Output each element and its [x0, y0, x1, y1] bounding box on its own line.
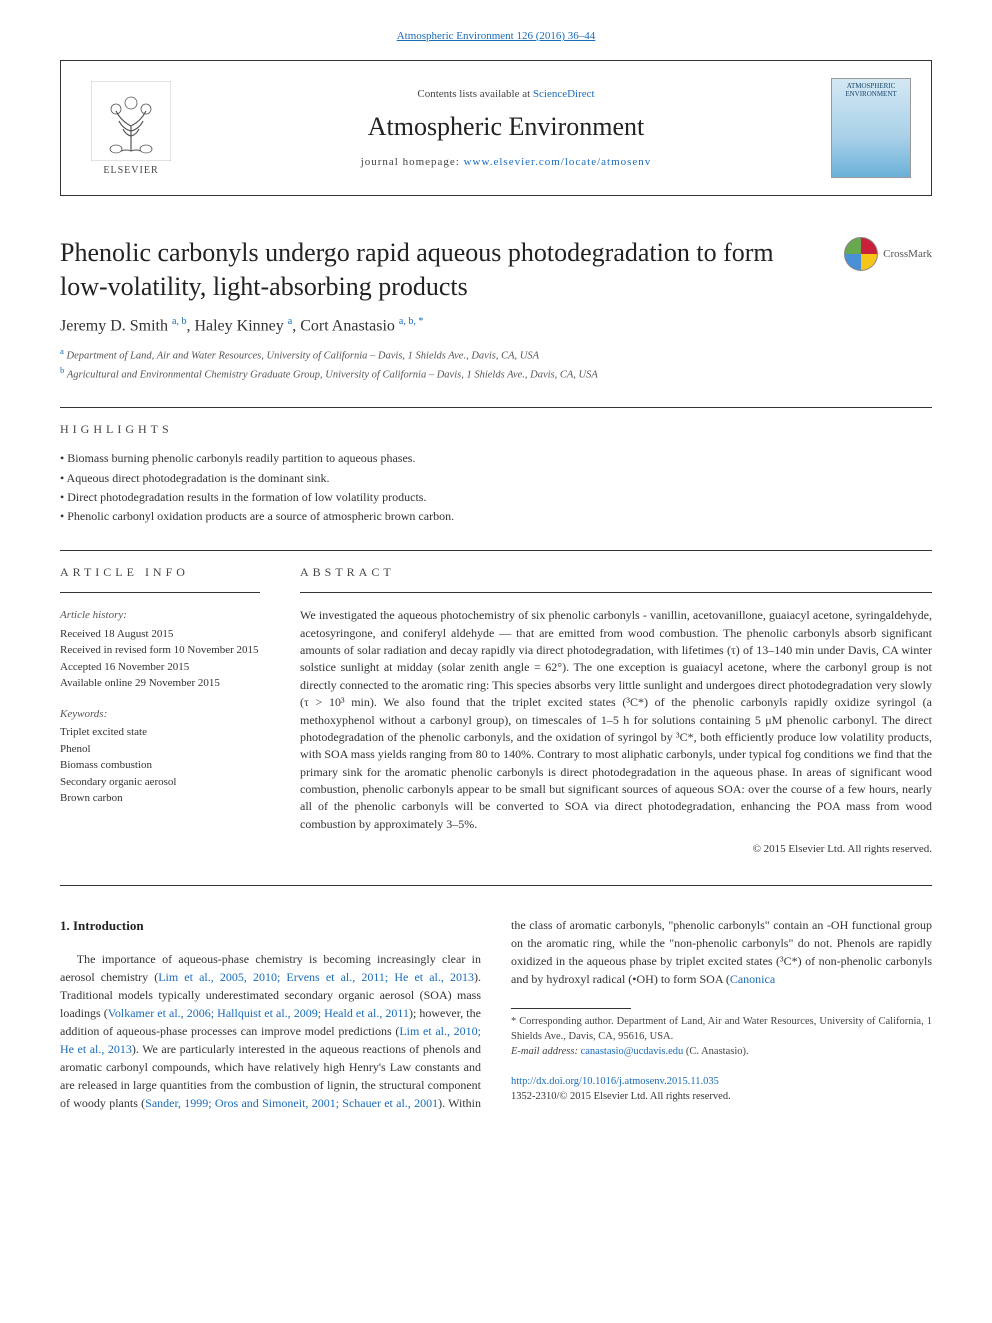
thick-rule	[60, 885, 932, 886]
homepage-prefix: journal homepage:	[361, 156, 464, 168]
doi-block: http://dx.doi.org/10.1016/j.atmosenv.201…	[511, 1075, 932, 1104]
citation-link[interactable]: Canonica	[730, 972, 775, 986]
crossmark-badge[interactable]: CrossMark	[843, 236, 932, 272]
contents-prefix: Contents lists available at	[417, 88, 532, 100]
intro-text-c: );	[409, 1006, 419, 1020]
affiliation-b-text: Agricultural and Environmental Chemistry…	[67, 370, 598, 381]
info-abstract-row: ARTICLE INFO Article history: Received 1…	[60, 565, 932, 855]
highlight-item: Biomass burning phenolic carbonyls readi…	[60, 449, 932, 468]
keyword-item: Phenol	[60, 741, 260, 758]
journal-header: ELSEVIER Contents lists available at Sci…	[60, 60, 932, 196]
history-received: Received 18 August 2015	[60, 626, 260, 643]
abstract-copyright: © 2015 Elsevier Ltd. All rights reserved…	[300, 843, 932, 855]
intro-heading: 1. Introduction	[60, 916, 481, 936]
email-suffix: (C. Anastasio).	[683, 1046, 748, 1057]
history-revised: Received in revised form 10 November 201…	[60, 642, 260, 659]
citation-link[interactable]: Lim et al., 2005, 2010; Ervens et al., 2…	[158, 970, 474, 984]
article-history: Article history: Received 18 August 2015…	[60, 607, 260, 692]
rule	[60, 550, 932, 551]
journal-issue-link[interactable]: Atmospheric Environment 126 (2016) 36–44	[60, 30, 932, 42]
article-title: Phenolic carbonyls undergo rapid aqueous…	[60, 236, 823, 304]
history-available: Available online 29 November 2015	[60, 675, 260, 692]
footnote-rule	[511, 1008, 631, 1009]
contents-line: Contents lists available at ScienceDirec…	[181, 88, 831, 100]
keywords-label: Keywords:	[60, 706, 260, 723]
doi-link[interactable]: http://dx.doi.org/10.1016/j.atmosenv.201…	[511, 1075, 932, 1090]
body-columns: 1. Introduction The importance of aqueou…	[60, 916, 932, 1112]
author-email-link[interactable]: canastasio@ucdavis.edu	[581, 1046, 684, 1057]
history-label: Article history:	[60, 607, 260, 624]
keywords-block: Keywords: Triplet excited statePhenolBio…	[60, 706, 260, 807]
history-accepted: Accepted 16 November 2015	[60, 659, 260, 676]
crossmark-icon	[843, 236, 879, 272]
highlight-item: Direct photodegradation results in the f…	[60, 488, 932, 507]
rule	[60, 407, 932, 408]
affiliation-a: a Department of Land, Air and Water Reso…	[60, 345, 932, 364]
page-container: Atmospheric Environment 126 (2016) 36–44…	[0, 0, 992, 1142]
keyword-item: Brown carbon	[60, 790, 260, 807]
journal-name: Atmospheric Environment	[181, 112, 831, 142]
highlight-item: Phenolic carbonyl oxidation products are…	[60, 507, 932, 526]
citation-link[interactable]: Volkamer et al., 2006; Hallquist et al.,…	[108, 1006, 409, 1020]
affiliations: a Department of Land, Air and Water Reso…	[60, 345, 932, 384]
title-row: Phenolic carbonyls undergo rapid aqueous…	[60, 236, 932, 304]
article-info-heading: ARTICLE INFO	[60, 565, 260, 580]
highlights-block: Biomass burning phenolic carbonyls readi…	[60, 449, 932, 526]
article-info-column: ARTICLE INFO Article history: Received 1…	[60, 565, 260, 855]
citation-link[interactable]: Sander, 1999; Oros and Simoneit, 2001; S…	[145, 1096, 438, 1110]
keyword-item: Biomass combustion	[60, 757, 260, 774]
affiliation-a-text: Department of Land, Air and Water Resour…	[67, 350, 539, 361]
highlights-list: Biomass burning phenolic carbonyls readi…	[60, 449, 932, 526]
journal-cover-thumbnail[interactable]: ATMOSPHERIC ENVIRONMENT	[831, 78, 911, 178]
issn-copyright: 1352-2310/© 2015 Elsevier Ltd. All right…	[511, 1090, 932, 1105]
email-line: E-mail address: canastasio@ucdavis.edu (…	[511, 1045, 932, 1060]
crossmark-label: CrossMark	[883, 248, 932, 260]
abstract-heading: ABSTRACT	[300, 565, 932, 580]
sciencedirect-link[interactable]: ScienceDirect	[533, 88, 595, 100]
affiliation-b: b Agricultural and Environmental Chemist…	[60, 364, 932, 383]
rule	[300, 592, 932, 593]
highlight-item: Aqueous direct photodegradation is the d…	[60, 469, 932, 488]
keyword-item: Triplet excited state	[60, 724, 260, 741]
corresponding-author-note: * Corresponding author. Department of La…	[511, 1015, 932, 1044]
journal-cover-title: ATMOSPHERIC ENVIRONMENT	[836, 83, 906, 98]
elsevier-tree-icon	[91, 81, 171, 161]
abstract-text: We investigated the aqueous photochemist…	[300, 607, 932, 833]
footnotes: * Corresponding author. Department of La…	[511, 1015, 932, 1059]
journal-homepage-line: journal homepage: www.elsevier.com/locat…	[181, 156, 831, 168]
keyword-item: Secondary organic aerosol	[60, 774, 260, 791]
rule	[60, 592, 260, 593]
header-center: Contents lists available at ScienceDirec…	[181, 88, 831, 168]
highlights-heading: HIGHLIGHTS	[60, 422, 932, 437]
abstract-column: ABSTRACT We investigated the aqueous pho…	[300, 565, 932, 855]
elsevier-label: ELSEVIER	[103, 165, 158, 176]
email-label: E-mail address:	[511, 1046, 581, 1057]
elsevier-logo[interactable]: ELSEVIER	[81, 73, 181, 183]
author-list: Jeremy D. Smith a, b, Haley Kinney a, Co…	[60, 316, 932, 335]
journal-homepage-link[interactable]: www.elsevier.com/locate/atmosenv	[464, 156, 652, 168]
keywords-list: Triplet excited statePhenolBiomass combu…	[60, 724, 260, 807]
